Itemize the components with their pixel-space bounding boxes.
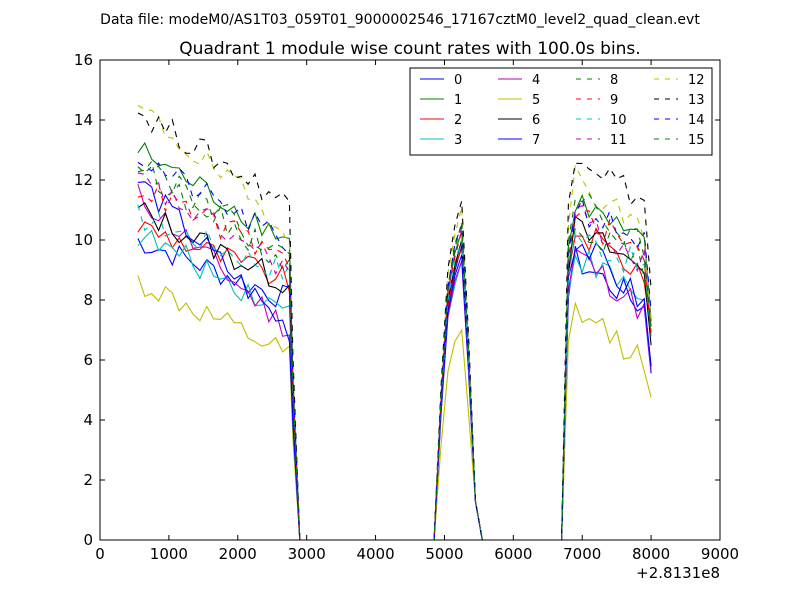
plot-area xyxy=(137,105,652,540)
x-tick-label: 1000 xyxy=(150,545,188,563)
y-tick-label: 10 xyxy=(74,231,93,249)
legend-box xyxy=(409,67,713,156)
y-tick-label: 0 xyxy=(83,531,93,549)
legend-label-14: 14 xyxy=(688,113,705,128)
x-tick-label: 9000 xyxy=(701,545,739,563)
series-line-5 xyxy=(137,275,652,540)
x-tick-label: 7000 xyxy=(563,545,601,563)
figure-suptitle: Data file: modeM0/AS1T03_059T01_90000025… xyxy=(100,12,700,28)
legend-label-2: 2 xyxy=(454,113,462,128)
legend-label-10: 10 xyxy=(610,113,627,128)
x-axis-offset-label: +2.8131e8 xyxy=(636,564,720,582)
legend-label-15: 15 xyxy=(688,133,705,148)
y-tick-label: 12 xyxy=(74,171,93,189)
legend-label-7: 7 xyxy=(532,133,540,148)
legend-label-9: 9 xyxy=(610,93,618,108)
x-tick-label: 5000 xyxy=(425,545,463,563)
series-line-9 xyxy=(137,181,652,540)
legend-label-11: 11 xyxy=(610,133,627,148)
series-line-13 xyxy=(137,112,652,540)
series-line-15 xyxy=(137,165,652,540)
y-tick-label: 14 xyxy=(74,111,93,129)
legend-label-12: 12 xyxy=(688,73,705,88)
axis-ticks: 0 1000 2000 3000 4000 5000 6000 7000 8000 9000 0 2 4… xyxy=(74,51,739,563)
x-tick-label: 3000 xyxy=(288,545,326,563)
x-tick-label: 0 xyxy=(95,545,105,563)
y-tick-label: 16 xyxy=(74,51,93,69)
plot-frame xyxy=(99,59,721,541)
legend-label-1: 1 xyxy=(454,93,462,108)
y-tick-label: 4 xyxy=(83,411,93,429)
legend-label-3: 3 xyxy=(454,133,462,148)
y-tick-label: 6 xyxy=(83,351,93,369)
x-tick-label: 8000 xyxy=(632,545,670,563)
y-tick-label: 8 xyxy=(83,291,93,309)
x-tick-label: 4000 xyxy=(356,545,394,563)
x-tick-label: 6000 xyxy=(494,545,532,563)
legend-label-6: 6 xyxy=(532,113,540,128)
x-tick-label: 2000 xyxy=(219,545,257,563)
series-line-14 xyxy=(137,161,652,540)
y-tick-label: 2 xyxy=(83,471,93,489)
legend-label-0: 0 xyxy=(454,73,462,88)
chart-title: Quadrant 1 module wise count rates with … xyxy=(179,39,640,59)
legend-label-4: 4 xyxy=(532,73,540,88)
legend-label-13: 13 xyxy=(688,93,705,108)
legend-label-5: 5 xyxy=(532,93,540,108)
legend-label-8: 8 xyxy=(610,73,618,88)
series-line-11 xyxy=(137,172,652,540)
